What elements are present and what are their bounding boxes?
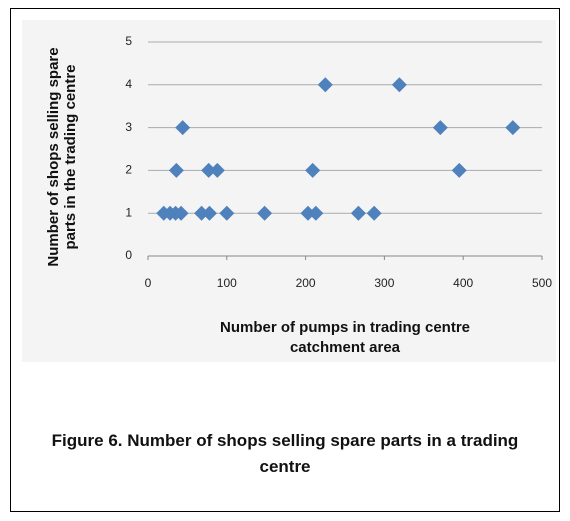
point — [308, 205, 324, 221]
y-tick-label: 1 — [125, 205, 132, 219]
point — [194, 205, 210, 221]
point — [201, 205, 217, 221]
point — [201, 162, 217, 178]
chart-panel — [22, 20, 556, 362]
y-tick-label: 3 — [125, 120, 132, 134]
y-tick-label: 5 — [125, 34, 132, 48]
point — [391, 77, 407, 93]
x-tick-label: 0 — [145, 276, 152, 290]
x-tick-label: 400 — [453, 276, 473, 290]
point — [451, 162, 467, 178]
x-tick-label: 200 — [296, 276, 316, 290]
x-tick-label: 300 — [374, 276, 394, 290]
x-tick-label: 500 — [532, 276, 552, 290]
x-axis-label: Number of pumps in trading centre catchm… — [219, 319, 471, 356]
point — [350, 205, 366, 221]
point — [257, 205, 273, 221]
point — [305, 162, 321, 178]
point — [173, 205, 189, 221]
y-tick-label: 4 — [125, 77, 132, 91]
point — [300, 205, 316, 221]
y-tick-label: 2 — [125, 163, 132, 177]
point — [175, 120, 191, 136]
point — [366, 205, 382, 221]
figure-caption: Figure 6. Number of shops selling spare … — [51, 431, 519, 476]
point — [432, 120, 448, 136]
point — [317, 77, 333, 93]
frame — [10, 8, 560, 512]
y-axis-label: Number of shops selling spare parts in t… — [45, 47, 79, 267]
point — [505, 120, 521, 136]
point — [219, 205, 235, 221]
point — [168, 162, 184, 178]
point — [209, 162, 225, 178]
y-tick-label: 0 — [125, 248, 132, 262]
x-tick-label: 100 — [217, 276, 237, 290]
